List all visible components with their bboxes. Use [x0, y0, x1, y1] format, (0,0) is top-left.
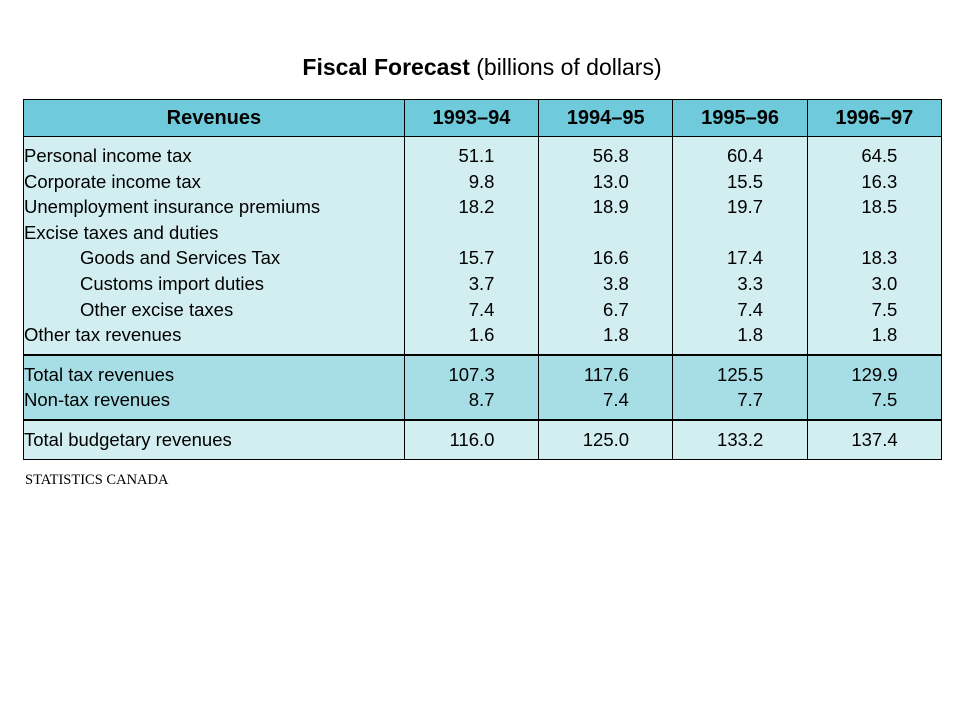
cell-value: 64.5 [861, 145, 898, 166]
cell-value: 107.3 [448, 363, 495, 385]
table-row: Excise taxes and duties [23, 219, 943, 246]
header-year: 1994–95 [538, 99, 674, 137]
row-label: Personal income tax [23, 136, 405, 169]
cell-value: 51.1 [458, 145, 495, 166]
cell-value: 129.9 [851, 363, 898, 385]
cell-value: 17.4 [727, 247, 764, 269]
table-row: Corporate income tax 9.8 13.0 15.5 16.3 [23, 168, 943, 195]
cell-value: 116.0 [449, 428, 495, 450]
table-row-budgetary: Total budgetary revenues 116.0 125.0 133… [23, 419, 943, 460]
cell-value: 125.0 [582, 428, 630, 450]
cell-value: 3.8 [603, 272, 629, 294]
row-label: Total budgetary revenues [23, 419, 405, 460]
total-rows: Total tax revenues 107.3 117.6 125.5 129.9 No… [23, 354, 943, 420]
cell-value: 7.4 [603, 389, 629, 411]
header-year: 1995–96 [672, 99, 808, 137]
cell-value: 1.8 [603, 324, 629, 346]
cell-value: 56.8 [592, 145, 629, 166]
table-row: Total tax revenues 107.3 117.6 125.5 129.9 [23, 354, 943, 388]
cell-value: 133.2 [717, 428, 764, 450]
cell-value: 60.4 [727, 145, 764, 166]
cell-value: 13.0 [592, 170, 629, 192]
cell-value: 137.4 [851, 428, 898, 450]
row-label: Goods and Services Tax [23, 245, 405, 271]
cell-value: 8.7 [468, 389, 495, 411]
cell-value: 3.0 [871, 272, 898, 294]
row-label: Total tax revenues [23, 354, 405, 388]
cell-value: 1.8 [737, 324, 764, 346]
cell-value: 15.5 [727, 170, 764, 192]
cell-value: 18.2 [458, 196, 495, 218]
row-label: Corporate income tax [23, 168, 405, 195]
row-label: Unemployment insurance premiums [23, 194, 405, 220]
title-main: Fiscal Forecast [302, 54, 470, 80]
cell-value: 117.6 [583, 363, 629, 385]
budgetary-rows: Total budgetary revenues 116.0 125.0 133… [23, 419, 943, 460]
fiscal-forecast-table: Revenues 1993–94 1994–95 1995–96 1996–97… [23, 99, 943, 460]
table-row: Other tax revenues 1.6 1.8 1.8 1.8 [23, 322, 943, 355]
row-label: Customs import duties [23, 270, 405, 297]
cell-value: 7.4 [468, 298, 495, 320]
header-year: 1993–94 [403, 99, 540, 137]
cell-value: 125.5 [717, 363, 764, 385]
cell-value: 18.3 [861, 247, 898, 269]
header-row: Revenues 1993–94 1994–95 1995–96 1996–97 [23, 99, 943, 137]
row-label: Excise taxes and duties [23, 219, 405, 246]
cell-value: 3.7 [468, 272, 495, 294]
cell-value: 19.7 [727, 196, 764, 218]
cell-value: 16.6 [592, 247, 629, 269]
cell-value: 16.3 [861, 170, 898, 192]
header-revenues: Revenues [23, 99, 405, 137]
cell-value: 1.8 [871, 324, 898, 346]
title-sub: (billions of dollars) [476, 54, 662, 80]
source-credit: STATISTICS CANADA [25, 472, 169, 488]
cell-value: 9.8 [468, 170, 495, 192]
table-row: Customs import duties 3.7 3.8 3.3 3.0 [23, 270, 943, 297]
cell-value: 18.5 [861, 196, 898, 218]
row-label: Other tax revenues [23, 322, 405, 355]
cell-value: 7.4 [737, 298, 764, 320]
revenue-rows: Personal income tax 51.1 56.8 60.4 64.5 Corpo… [23, 136, 943, 355]
page-title: Fiscal Forecast (billions of dollars) [0, 54, 960, 81]
cell-value: 6.7 [603, 298, 629, 320]
table-row: Unemployment insurance premiums 18.2 18.9 1… [23, 194, 943, 220]
cell-value: 7.7 [737, 389, 764, 411]
cell-value: 18.9 [592, 196, 629, 218]
table-row: Non-tax revenues 8.7 7.4 7.7 7.5 [23, 387, 943, 420]
header-year: 1996–97 [806, 99, 943, 137]
cell-value: 1.6 [468, 324, 495, 346]
table-row: Personal income tax 51.1 56.8 60.4 64.5 [23, 136, 943, 169]
table-row: Goods and Services Tax 15.7 16.6 17.4 18.3 [23, 245, 943, 271]
table-row: Other excise taxes 7.4 6.7 7.4 7.5 [23, 296, 943, 323]
cell-value: 3.3 [737, 272, 764, 294]
row-label: Other excise taxes [23, 296, 405, 323]
row-label: Non-tax revenues [23, 387, 405, 420]
cell-value: 7.5 [871, 298, 898, 320]
cell-value: 15.7 [458, 247, 495, 269]
cell-value: 7.5 [871, 389, 898, 411]
